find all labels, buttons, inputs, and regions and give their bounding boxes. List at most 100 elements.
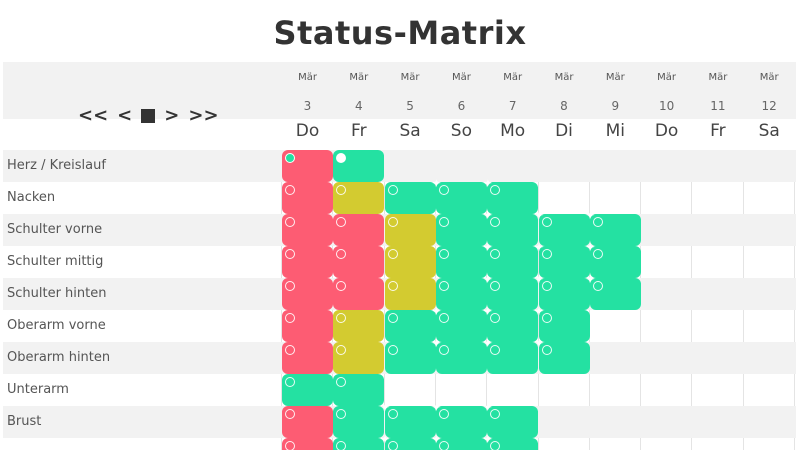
month-header-row: Mär Mär Mär Mär Mär Mär Mär Mär Mär Mär	[3, 62, 796, 94]
status-cell[interactable]: ✦	[432, 338, 487, 374]
status-cell[interactable]	[435, 246, 487, 278]
status-cell[interactable]: ✦	[586, 274, 641, 310]
status-cell[interactable]	[282, 438, 333, 450]
status-cell[interactable]	[435, 214, 487, 246]
circle-icon	[490, 441, 501, 450]
status-cell[interactable]: ✦	[381, 434, 436, 450]
status-cell[interactable]	[282, 150, 333, 182]
status-cell[interactable]	[384, 182, 436, 214]
status-cell[interactable]	[333, 406, 385, 438]
status-cell[interactable]	[282, 342, 333, 374]
day-number-label: 8	[560, 99, 568, 113]
status-cell[interactable]: ✦	[535, 338, 590, 374]
circle-icon	[336, 377, 347, 387]
sparkle-icon: ✦	[380, 401, 390, 414]
circle-icon	[336, 249, 347, 259]
status-cell[interactable]	[333, 182, 385, 214]
day-number-label: 12	[761, 99, 777, 113]
status-cell[interactable]	[282, 374, 333, 406]
day-number-label: 5	[406, 99, 414, 113]
matrix-row: Schulter hinten ✦ ✦ ✦	[3, 274, 796, 310]
circle-icon	[592, 217, 603, 227]
status-cell[interactable]	[333, 438, 385, 450]
circle-icon	[285, 409, 295, 419]
status-cell[interactable]	[333, 246, 385, 278]
matrix-row: Herz / Kreislauf	[3, 150, 796, 182]
sparkle-icon: ✦	[585, 273, 596, 286]
status-cell[interactable]	[333, 310, 385, 342]
status-cell[interactable]: ✦	[432, 434, 487, 450]
status-cell[interactable]	[282, 182, 333, 214]
stop-icon[interactable]	[141, 109, 156, 123]
sparkle-icon: ✦	[534, 241, 544, 254]
first-page-button[interactable]: <<	[78, 105, 109, 126]
status-cell[interactable]	[384, 310, 436, 342]
circle-icon	[285, 281, 295, 291]
weekday-label: Sa	[758, 121, 780, 141]
next-button[interactable]: >	[164, 105, 180, 126]
status-cell[interactable]	[282, 246, 333, 278]
circle-icon	[490, 313, 501, 323]
status-cell[interactable]: ✦	[432, 306, 487, 342]
circle-icon	[541, 249, 552, 259]
circle-icon	[387, 185, 398, 195]
circle-icon	[285, 377, 295, 387]
status-cell[interactable]	[384, 342, 436, 374]
status-cell[interactable]	[384, 214, 436, 246]
weekday-label: So	[450, 121, 472, 141]
circle-icon	[336, 313, 347, 323]
status-cell[interactable]: ✦	[535, 210, 590, 246]
status-cell[interactable]: ✦	[483, 274, 539, 310]
status-cell[interactable]: ✦	[381, 402, 436, 438]
status-cell[interactable]: ✦	[483, 402, 539, 438]
status-cell[interactable]: ✦	[483, 434, 539, 450]
status-cell[interactable]: ✦	[535, 274, 590, 310]
month-label: Mär	[554, 72, 574, 83]
status-cell[interactable]	[384, 278, 436, 310]
circle-icon	[387, 441, 398, 450]
sparkle-icon: ✦	[483, 177, 493, 190]
circle-icon	[387, 313, 398, 323]
status-cell[interactable]: ✦	[432, 178, 487, 214]
status-cell[interactable]: ✦	[483, 338, 539, 374]
status-cell[interactable]: ✦	[483, 306, 539, 342]
last-page-button[interactable]: >>	[188, 105, 219, 126]
circle-icon	[490, 281, 501, 291]
weekday-label: Fr	[710, 121, 726, 141]
status-cell[interactable]: ✦	[483, 210, 539, 246]
status-cell[interactable]: ✦	[535, 306, 590, 342]
month-label: Mär	[400, 72, 420, 83]
status-cell[interactable]: ✦	[483, 178, 539, 214]
circle-icon	[285, 217, 295, 227]
matrix-row: Schulter vorne ✦ ✦ ✦	[3, 210, 796, 246]
status-cell[interactable]	[282, 406, 333, 438]
previous-button[interactable]: <	[117, 105, 133, 126]
status-cell[interactable]: ✦	[586, 242, 641, 278]
status-cell[interactable]	[435, 278, 487, 310]
circle-icon	[592, 249, 603, 259]
row-label: Unterarm	[7, 382, 69, 397]
status-cell[interactable]	[333, 150, 385, 182]
month-label: Mär	[451, 72, 471, 83]
status-matrix: Mär Mär Mär Mär Mär Mär Mär Mär Mär Mär 3 4 5 6 7 8 9 10…	[3, 62, 796, 450]
day-number-label: 10	[658, 99, 675, 113]
circle-icon	[490, 409, 501, 419]
weekday-label: Mo	[500, 121, 526, 141]
status-cell[interactable]: ✦	[483, 242, 539, 278]
status-cell[interactable]	[282, 214, 333, 246]
status-cell[interactable]	[333, 342, 385, 374]
status-cell[interactable]: ✦	[586, 210, 641, 246]
circle-icon	[336, 153, 347, 163]
row-label: Schulter mittig	[7, 254, 104, 269]
status-cell[interactable]	[282, 310, 333, 342]
matrix-row: Nacken ✦ ✦	[3, 178, 796, 214]
circle-icon	[387, 281, 398, 291]
status-cell[interactable]	[384, 246, 436, 278]
status-cell[interactable]: ✦	[432, 402, 487, 438]
status-cell[interactable]	[333, 214, 385, 246]
status-cell[interactable]: ✦	[535, 242, 590, 278]
status-cell[interactable]	[333, 374, 385, 406]
status-cell[interactable]	[282, 278, 333, 310]
status-cell[interactable]	[333, 278, 385, 310]
circle-icon	[541, 345, 552, 355]
